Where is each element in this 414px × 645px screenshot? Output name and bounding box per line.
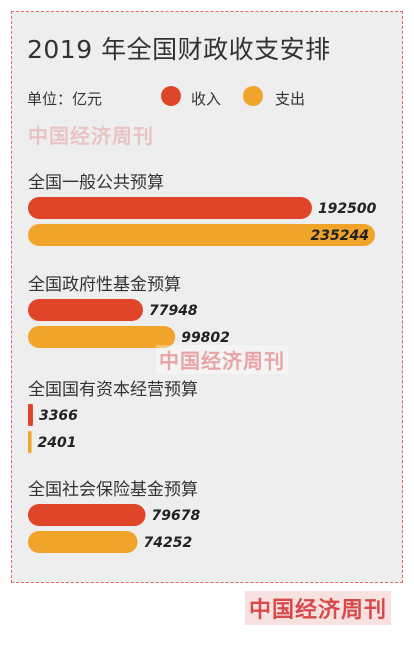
legend-expense-swatch <box>243 86 263 106</box>
watermark-middle: 中国经济周刊 <box>156 345 288 374</box>
value-label-state-capital-income: 3366 <box>39 408 78 424</box>
value-label-state-capital-expense: 2401 <box>38 435 77 451</box>
bar-general-public-expense <box>28 224 375 246</box>
bar-gov-fund-expense <box>28 326 176 348</box>
bar-gov-fund-income <box>28 299 143 321</box>
bar-social-security-income <box>28 504 146 526</box>
legend-income-swatch <box>161 86 181 106</box>
bar-social-security-expense <box>28 531 138 553</box>
value-label-general-public-income: 192500 <box>318 201 377 217</box>
value-label-gov-fund-income: 77948 <box>149 303 198 319</box>
category-label-state-capital: 全国国有资本经营预算 <box>28 380 198 400</box>
category-label-gov-fund: 全国政府性基金预算 <box>28 275 181 295</box>
value-label-general-public-expense: 235244 <box>311 228 369 244</box>
value-label-social-security-expense: 74252 <box>144 535 193 551</box>
chart-title: 2019 年全国财政收支安排 <box>27 35 331 64</box>
bar-state-capital-income <box>28 404 33 426</box>
category-label-social-security: 全国社会保险基金预算 <box>28 480 198 500</box>
value-label-gov-fund-expense: 99802 <box>181 330 230 346</box>
watermark-bottom: 中国经济周刊 <box>245 591 392 625</box>
chart-card <box>11 11 403 583</box>
bar-state-capital-expense <box>28 431 32 453</box>
unit-label: 单位：亿元 <box>27 90 103 108</box>
category-label-general-public: 全国一般公共预算 <box>28 173 164 193</box>
watermark-top: 中国经济周刊 <box>28 124 154 148</box>
legend-expense-label: 支出 <box>275 90 306 108</box>
value-label-social-security-income: 79678 <box>152 508 201 524</box>
bar-general-public-income <box>28 197 312 219</box>
legend-income-label: 收入 <box>191 90 222 108</box>
